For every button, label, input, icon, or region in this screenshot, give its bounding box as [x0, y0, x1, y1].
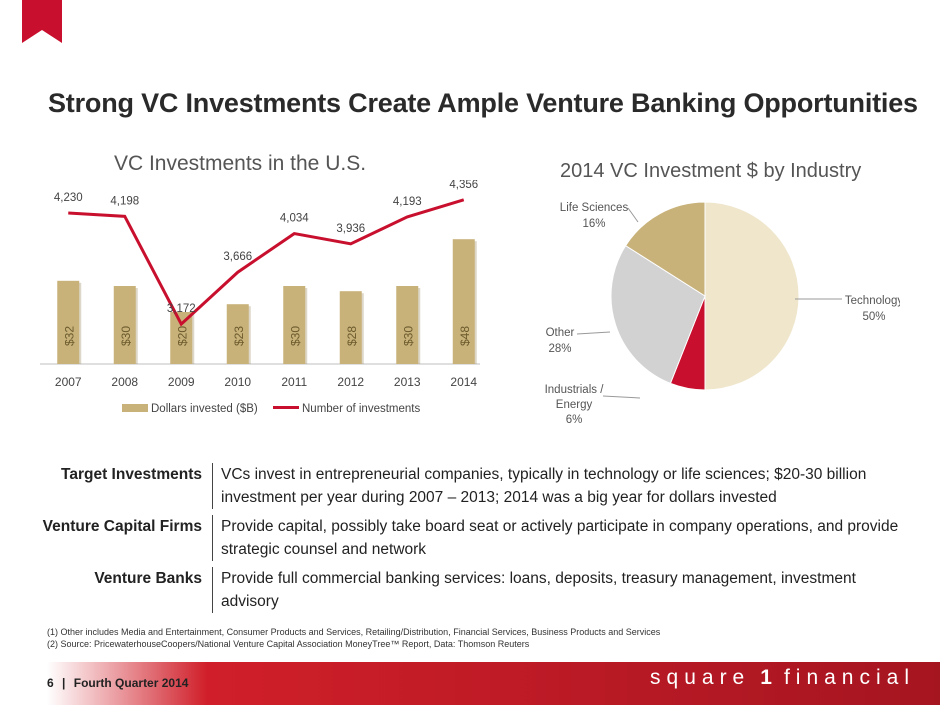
x-tick-label: 2012 [337, 375, 364, 389]
line-value-label: 4,193 [393, 196, 422, 208]
info-line: Provide full commercial banking services… [221, 570, 856, 610]
pie-percent: 50% [862, 311, 885, 323]
bar-2013 [396, 286, 419, 364]
bar-2010 [226, 304, 249, 364]
bar-value-label: $30 [119, 326, 133, 346]
bar-2012 [339, 291, 362, 364]
legend-label-investments: Number of investments [302, 403, 420, 415]
leader-line [627, 207, 639, 223]
pie-label: Energy [556, 399, 593, 411]
footnotes: (1) Other includes Media and Entertainme… [47, 626, 660, 650]
bar-2007 [57, 280, 80, 364]
info-description: Provide capital, possibly take board sea… [212, 515, 910, 561]
line-value-label: 3,666 [223, 251, 252, 263]
pie-label: Other [546, 327, 575, 339]
pie-percent: 6% [566, 414, 583, 426]
info-row-venture-banks: Venture Banks Provide full commercial ba… [30, 564, 910, 616]
pie-percent: 28% [548, 343, 571, 355]
line-value-label: 4,356 [449, 180, 478, 191]
bar-value-label: $30 [288, 326, 302, 346]
line-value-label: 3,936 [336, 223, 365, 235]
footer-page-info: 6 | Fourth Quarter 2014 [47, 676, 188, 690]
line-value-label: 4,230 [54, 192, 83, 204]
bar-value-label: $32 [62, 326, 76, 346]
footnote: (2) Source: PricewaterhouseCoopers/Natio… [47, 639, 530, 649]
investments-line [68, 198, 465, 327]
pie-label: Industrials / [545, 384, 605, 396]
pie-slice-life-sciences [624, 201, 706, 297]
pie-label: Life Sciences [560, 202, 629, 214]
info-label: Target Investments [61, 466, 202, 483]
line-value-label: 3,172 [167, 303, 196, 315]
bar-2011 [283, 286, 306, 364]
bar-2009 [170, 312, 193, 364]
x-tick-label: 2011 [281, 375, 307, 389]
footnote: (1) Other includes Media and Entertainme… [47, 627, 661, 637]
leader-line [576, 331, 611, 335]
company-logo: square 1 financial [650, 666, 915, 689]
footer-bar [0, 662, 940, 705]
vc-investments-chart: $32 2007 $30 2008 $20 2009 $23 2010 $30 2011 $28 20… [40, 180, 480, 415]
legend-swatch-dollars [122, 404, 148, 412]
leader-line [602, 395, 641, 399]
info-line: investment per year during 2007 – 2013; … [221, 489, 777, 506]
x-tick-label: 2014 [450, 375, 477, 389]
legend-label-dollars: Dollars invested ($B) [151, 403, 258, 415]
bar-value-label: $23 [232, 326, 246, 346]
bar-2008 [113, 286, 136, 364]
page-title: Strong VC Investments Create Ample Ventu… [48, 88, 918, 118]
info-line: VCs invest in entrepreneurial companies,… [221, 466, 867, 483]
info-row-target-investments: Target Investments VCs invest in entrepr… [30, 460, 910, 512]
info-label: Venture Capital Firms [42, 518, 202, 535]
pie-label: Technology [845, 295, 900, 307]
page-number: 6 [47, 676, 54, 690]
legend-swatch-investments [273, 406, 299, 409]
bar-value-label: $28 [345, 326, 359, 346]
header-ribbon [22, 0, 62, 43]
info-row-venture-capital-firms: Venture Capital Firms Provide capital, p… [30, 512, 910, 564]
pie-percent: 16% [582, 218, 605, 230]
bar-value-label: $30 [401, 326, 415, 346]
info-label: Venture Banks [94, 570, 202, 587]
x-tick-label: 2008 [111, 375, 138, 389]
x-tick-label: 2009 [168, 375, 195, 389]
line-value-label: 4,198 [110, 195, 139, 207]
bar-chart-title: VC Investments in the U.S. [113, 152, 367, 175]
info-line: Provide capital, possibly take board sea… [221, 518, 899, 535]
line-value-label: 4,034 [280, 213, 309, 225]
pie-slice-other [610, 244, 706, 385]
info-line: strategic counsel and network [221, 541, 427, 558]
info-table: Target Investments VCs invest in entrepr… [30, 460, 910, 616]
info-description: Provide full commercial banking services… [212, 567, 910, 613]
footer-separator: | [62, 676, 66, 690]
pie-slice-technology [704, 201, 800, 391]
industry-pie-chart: Technology 50% Industrials / Energy 6% Other 2… [545, 201, 900, 426]
bar-2014 [452, 239, 475, 364]
pie-chart-title: 2014 VC Investment $ by Industry [560, 160, 862, 182]
bar-value-label: $48 [458, 326, 472, 346]
bar-value-label: $20 [175, 326, 189, 346]
footer-period: Fourth Quarter 2014 [73, 676, 189, 690]
info-description: VCs invest in entrepreneurial companies,… [212, 463, 910, 509]
x-tick-label: 2010 [224, 375, 251, 389]
x-tick-label: 2013 [394, 375, 421, 389]
x-tick-label: 2007 [55, 375, 82, 389]
